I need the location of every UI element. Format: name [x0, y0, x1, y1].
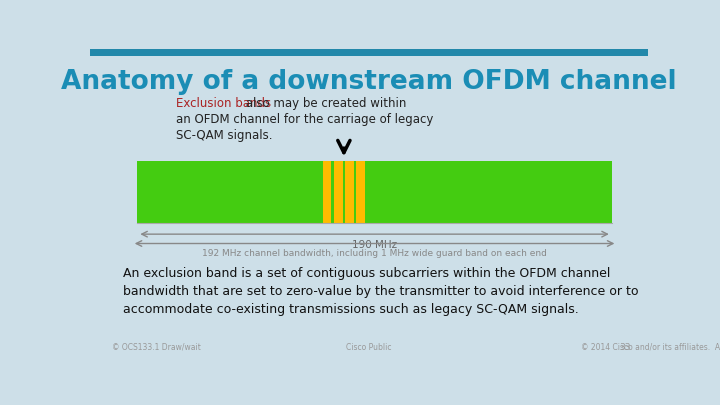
Bar — [345, 161, 354, 223]
Text: Cisco Public: Cisco Public — [346, 343, 392, 352]
Bar — [334, 161, 343, 223]
Text: Exclusion bands: Exclusion bands — [176, 97, 271, 110]
Text: An exclusion band is a set of contiguous subcarriers within the OFDM channel: An exclusion band is a set of contiguous… — [124, 267, 611, 280]
Text: © 2014 Cisco and/or its affiliates.  All rights reserved.: © 2014 Cisco and/or its affiliates. All … — [581, 343, 720, 352]
Text: SC-QAM signals.: SC-QAM signals. — [176, 129, 273, 143]
Text: an OFDM channel for the carriage of legacy: an OFDM channel for the carriage of lega… — [176, 113, 434, 126]
Bar — [356, 161, 365, 223]
Text: also may be created within: also may be created within — [243, 97, 407, 110]
Text: 190 MHz: 190 MHz — [352, 240, 397, 250]
Bar — [323, 161, 331, 223]
Text: © OCS133.1 Draw/wait: © OCS133.1 Draw/wait — [112, 343, 201, 352]
Text: 33: 33 — [620, 343, 631, 352]
Text: accommodate co-existing transmissions such as legacy SC-QAM signals.: accommodate co-existing transmissions su… — [124, 303, 579, 316]
Text: Anatomy of a downstream OFDM channel: Anatomy of a downstream OFDM channel — [61, 69, 677, 95]
Bar — [90, 49, 648, 56]
Text: bandwidth that are set to zero-value by the transmitter to avoid interference or: bandwidth that are set to zero-value by … — [124, 285, 639, 298]
Bar — [138, 161, 612, 223]
Text: 192 MHz channel bandwidth, including 1 MHz wide guard band on each end: 192 MHz channel bandwidth, including 1 M… — [202, 249, 547, 258]
